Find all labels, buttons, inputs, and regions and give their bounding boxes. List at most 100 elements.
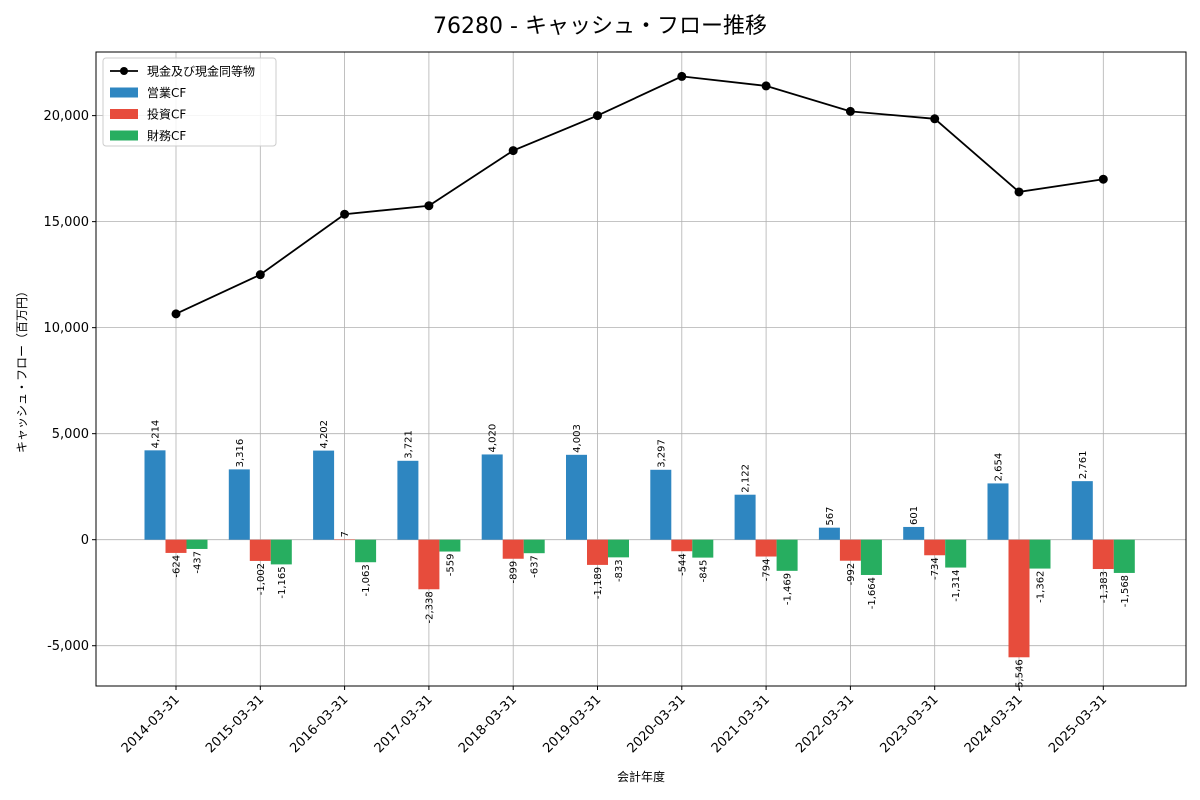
x-tick-label: 2024-03-31 bbox=[962, 692, 1026, 756]
x-tick-label: 2019-03-31 bbox=[540, 692, 604, 756]
bar bbox=[270, 539, 292, 565]
bar bbox=[818, 527, 840, 540]
cash-point bbox=[930, 114, 940, 124]
data-label: -437 bbox=[193, 551, 204, 574]
x-tick-label: 2022-03-31 bbox=[793, 692, 857, 756]
cash-point bbox=[255, 270, 265, 280]
bar bbox=[1008, 539, 1030, 658]
data-label: -794 bbox=[762, 559, 773, 582]
cash-point bbox=[1014, 187, 1024, 197]
cash-point bbox=[593, 111, 602, 121]
data-label: -1,469 bbox=[783, 573, 794, 605]
data-label: -1,383 bbox=[1099, 571, 1110, 603]
bar bbox=[228, 469, 250, 540]
data-label: -637 bbox=[530, 555, 541, 578]
bar-series bbox=[144, 450, 1135, 658]
data-label: 4,003 bbox=[572, 424, 583, 453]
y-tick-label: 5,000 bbox=[52, 427, 89, 442]
data-label: 2,761 bbox=[1078, 451, 1089, 480]
cash-point bbox=[1098, 174, 1108, 184]
data-label: 3,297 bbox=[656, 439, 667, 468]
data-label: -1,568 bbox=[1120, 575, 1131, 607]
data-label: 3,721 bbox=[403, 430, 414, 459]
bar bbox=[860, 539, 882, 575]
bar bbox=[903, 526, 925, 540]
x-tick-label: 2025-03-31 bbox=[1046, 692, 1110, 756]
bar bbox=[1113, 539, 1135, 573]
legend-label: 営業CF bbox=[147, 86, 186, 100]
bar bbox=[313, 450, 335, 540]
cash-point bbox=[340, 209, 350, 219]
data-label: -2,338 bbox=[424, 591, 435, 623]
line-series bbox=[171, 71, 1108, 319]
legend-marker bbox=[120, 67, 128, 75]
data-label: -1,362 bbox=[1036, 571, 1047, 603]
bar bbox=[481, 454, 503, 540]
bar bbox=[523, 539, 545, 554]
legend-label: 財務CF bbox=[147, 128, 186, 143]
bar bbox=[608, 539, 629, 558]
bar bbox=[734, 494, 756, 540]
legend-swatch bbox=[110, 109, 138, 119]
bar bbox=[1029, 539, 1051, 569]
bar bbox=[144, 450, 166, 540]
data-labels: 4,214 3,316 4,202 3,721 4,020 4,003 3,297 2,122… bbox=[151, 420, 1131, 692]
data-label: -5,546 bbox=[1015, 659, 1026, 691]
x-tick-label: 2017-03-31 bbox=[372, 692, 436, 756]
x-tick-label: 2016-03-31 bbox=[287, 692, 351, 756]
bar bbox=[165, 539, 187, 553]
legend-label: 現金及び現金同等物 bbox=[147, 64, 255, 79]
data-label: -1,063 bbox=[361, 564, 372, 596]
y-tick-label: 10,000 bbox=[44, 321, 90, 336]
data-label: -734 bbox=[930, 557, 941, 580]
bar bbox=[755, 539, 777, 557]
bar bbox=[924, 539, 946, 556]
data-label: -833 bbox=[614, 559, 625, 582]
data-label: -1,189 bbox=[593, 567, 604, 599]
grid-lines bbox=[96, 52, 1186, 686]
bar bbox=[397, 460, 419, 540]
legend-box bbox=[102, 57, 277, 147]
bar bbox=[839, 539, 861, 561]
bar bbox=[776, 539, 798, 571]
x-tick-label: 2023-03-31 bbox=[877, 692, 941, 756]
data-label: 2,654 bbox=[994, 453, 1005, 482]
cash-point bbox=[424, 201, 434, 211]
bar bbox=[502, 539, 524, 559]
data-label: 567 bbox=[825, 507, 836, 526]
bar bbox=[1071, 481, 1093, 540]
bar bbox=[650, 469, 672, 540]
bar bbox=[566, 454, 587, 540]
data-label: 601 bbox=[909, 506, 920, 525]
legend-label: 投資CF bbox=[147, 107, 186, 122]
data-label: 7 bbox=[340, 531, 351, 537]
bar bbox=[1092, 539, 1114, 570]
plot-frame bbox=[95, 51, 1187, 687]
data-label: -845 bbox=[698, 560, 709, 583]
data-label: 2,122 bbox=[741, 464, 752, 493]
bar bbox=[987, 483, 1009, 540]
bar bbox=[418, 539, 440, 590]
cash-point bbox=[171, 309, 181, 319]
bar bbox=[186, 539, 208, 549]
data-label: -1,165 bbox=[277, 566, 288, 598]
data-label: -992 bbox=[846, 563, 857, 586]
chart-title: 76280 - キャッシュ・フロー推移 bbox=[433, 14, 767, 39]
cash-point bbox=[508, 146, 518, 156]
y-tick-label: -5,000 bbox=[47, 639, 89, 654]
x-tick-label: 2014-03-31 bbox=[119, 692, 183, 756]
data-label: -559 bbox=[445, 554, 456, 577]
data-label: -1,314 bbox=[951, 570, 962, 602]
cash-point bbox=[761, 81, 771, 91]
y-axis-title: キャッシュ・フロー（百万円） bbox=[15, 285, 29, 453]
data-label: 4,202 bbox=[319, 420, 330, 449]
bar bbox=[671, 539, 693, 552]
cash-point bbox=[845, 106, 855, 116]
bar bbox=[355, 539, 377, 563]
data-label: -624 bbox=[172, 555, 183, 578]
legend-swatch bbox=[110, 87, 138, 98]
x-tick-label: 2020-03-31 bbox=[625, 692, 689, 756]
y-tick-label: 0 bbox=[81, 533, 89, 548]
